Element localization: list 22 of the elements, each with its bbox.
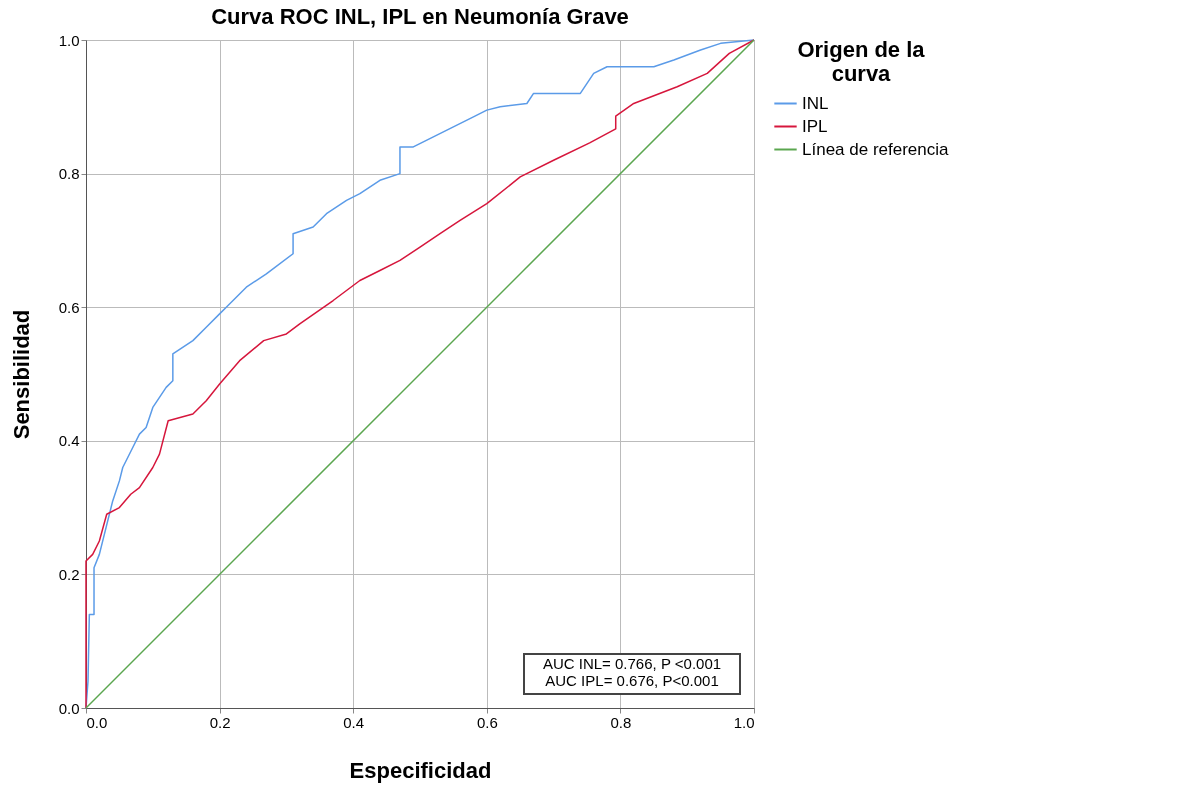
y-axis-title: Sensibilidad xyxy=(8,309,34,440)
annotation: AUC INL= 0.766, P <0.001 xyxy=(542,655,722,672)
y-tick-label: 0.8 xyxy=(58,165,80,183)
chart-title: Curva ROC INL, IPL en Neumonía Grave xyxy=(211,4,629,29)
legend-label: Línea de referencia xyxy=(802,139,950,159)
legend-title: Origen de la curva xyxy=(797,37,926,86)
y-tick-label: 0.4 xyxy=(58,432,80,450)
legend-label: IPL xyxy=(802,116,828,136)
x-tick-label: 0.0 xyxy=(86,713,108,731)
x-tick-label: 0.2 xyxy=(209,713,231,731)
x-tick-label: 0.8 xyxy=(610,713,632,731)
x-tick-label: 0.6 xyxy=(476,713,498,731)
y-tick-label: 0.6 xyxy=(58,298,80,316)
y-tick-label: 1.0 xyxy=(58,31,80,49)
x-axis-title: Especificidad xyxy=(349,757,492,783)
x-tick-label: 0.4 xyxy=(343,713,365,731)
legend-label: INL xyxy=(802,93,829,113)
y-tick-label: 0.2 xyxy=(58,565,80,583)
x-tick-label: 1.0 xyxy=(733,713,755,731)
annotation: AUC IPL= 0.676, P<0.001 xyxy=(545,672,719,689)
line-series xyxy=(85,39,755,709)
y-tick-label: 0.0 xyxy=(58,699,80,717)
